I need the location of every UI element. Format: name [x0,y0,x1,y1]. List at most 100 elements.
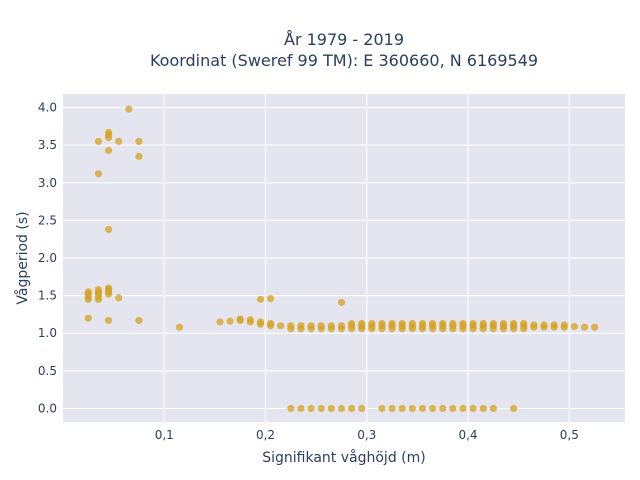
data-point [337,404,346,413]
data-point [418,319,427,328]
data-point [216,318,224,326]
data-point [429,404,437,413]
data-point [104,146,113,155]
data-point [449,404,457,413]
data-point [84,314,92,322]
y-axis-title: Vågperiod (s) [14,211,31,304]
data-point [439,319,447,328]
data-point [104,225,113,234]
data-point [540,321,548,329]
data-point [479,404,487,413]
y-tick-label: 0.5 [38,364,57,378]
data-point [378,404,386,413]
data-point [287,404,295,413]
data-point [337,322,346,330]
x-tick-label: 0,4 [458,428,477,442]
data-point [307,404,315,413]
y-tick-label: 3.0 [38,176,57,190]
data-point [570,322,578,331]
data-point [104,128,113,136]
data-point [408,404,416,413]
data-point [256,318,265,326]
data-point [266,319,275,328]
data-point [317,322,325,330]
x-tick-label: 0,5 [560,428,579,442]
data-point [327,404,335,413]
data-point [347,404,356,413]
data-point [94,137,103,145]
data-point [550,321,558,329]
data-point [236,315,244,323]
data-point [388,319,396,328]
grid-lines [63,94,625,422]
data-point [520,319,528,328]
data-point [84,288,92,296]
x-tick-label: 0,2 [256,428,275,442]
data-point [115,137,123,145]
data-point [104,316,113,325]
data-point [368,319,376,328]
data-point [398,404,406,413]
data-point [469,319,477,328]
y-tick-label: 1.0 [38,326,57,340]
data-point [418,404,427,413]
data-point [287,322,295,330]
x-tick-label: 0,1 [155,428,174,442]
data-point [398,319,406,328]
data-point [408,319,416,328]
chart-title-line2: Koordinat (Sweref 99 TM): E 360660, N 61… [150,51,538,70]
data-point [530,321,538,329]
data-point [459,319,467,328]
data-point [115,294,123,302]
data-point [449,319,457,328]
data-point [510,404,518,413]
data-point [347,319,356,328]
data-point [388,404,396,413]
data-point [337,298,346,306]
y-tick-label: 3.5 [38,138,57,152]
data-point [226,317,234,325]
y-tick-label: 4.0 [38,101,57,115]
y-tick-label: 1.5 [38,289,57,303]
y-tick-label: 0.0 [38,401,57,415]
data-point [125,105,133,113]
data-point [459,404,467,413]
data-point [439,404,447,413]
data-point [358,319,366,328]
y-tick-label: 2.5 [38,213,57,227]
data-point [135,137,143,145]
data-point [327,322,335,330]
data-point [246,316,254,324]
data-point [580,323,589,331]
tick-labels: 0,1 0,2 0,3 0,4 0,5 0.0 0.5 1.0 1.5 2.0 2.5 3.0 3.5 4… [38,101,579,442]
data-point [266,295,275,303]
data-points [84,105,599,413]
data-point [560,321,568,329]
data-point [135,316,143,325]
data-point [469,404,477,413]
data-point [175,323,184,331]
data-point [489,319,497,328]
data-point [510,319,518,328]
data-point [256,295,265,303]
data-point [297,404,305,413]
data-point [489,404,497,413]
y-tick-label: 2.0 [38,251,57,265]
data-point [499,319,508,328]
chart-title-line1: År 1979 - 2019 [284,30,404,49]
data-point [378,319,386,328]
data-point [429,319,437,328]
data-point [479,319,487,328]
data-point [317,404,325,413]
x-axis-title: Signifikant våghöjd (m) [262,449,425,466]
data-point [94,170,103,178]
data-point [297,322,305,330]
data-point [591,323,599,331]
x-tick-label: 0,3 [357,428,376,442]
data-point [307,322,315,330]
data-point [94,285,103,294]
data-point [358,404,366,413]
data-point [104,284,113,292]
data-point [277,322,285,330]
